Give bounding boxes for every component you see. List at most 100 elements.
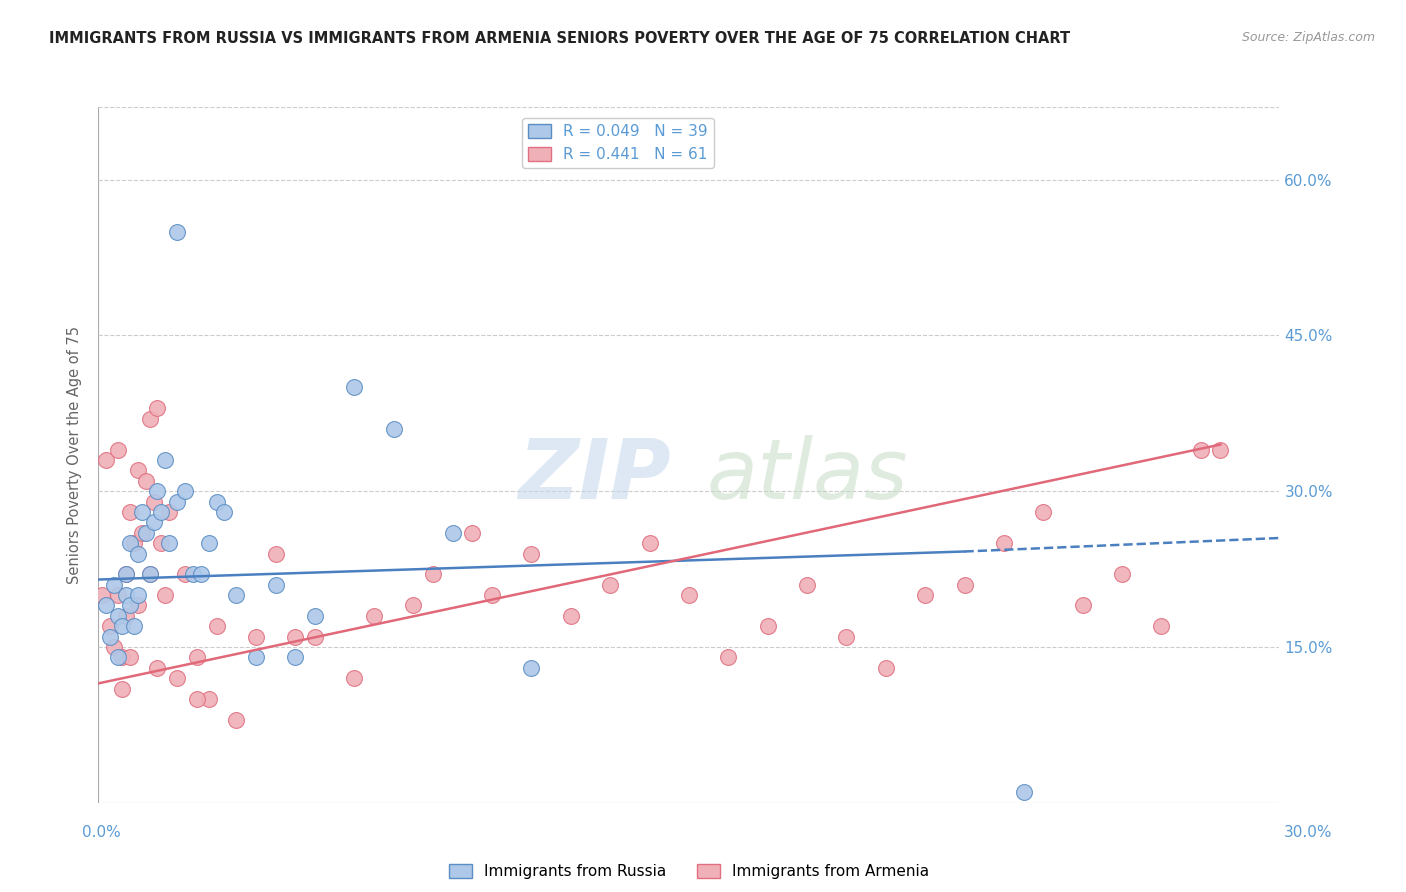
Point bbox=[131, 525, 153, 540]
Point bbox=[103, 578, 125, 592]
Point bbox=[127, 463, 149, 477]
Point bbox=[155, 453, 177, 467]
Point bbox=[197, 536, 219, 550]
Point bbox=[186, 692, 208, 706]
Point bbox=[138, 411, 160, 425]
Point bbox=[796, 578, 818, 592]
Point bbox=[131, 505, 153, 519]
Point bbox=[107, 442, 129, 457]
Point bbox=[174, 567, 197, 582]
Point bbox=[107, 650, 129, 665]
Point bbox=[520, 547, 543, 561]
Point bbox=[284, 650, 307, 665]
Point bbox=[142, 494, 165, 508]
Point bbox=[1111, 567, 1133, 582]
Point bbox=[1209, 442, 1232, 457]
Text: 30.0%: 30.0% bbox=[1284, 825, 1331, 839]
Point bbox=[174, 484, 197, 499]
Point bbox=[96, 599, 118, 613]
Point bbox=[197, 692, 219, 706]
Point bbox=[138, 567, 160, 582]
Point bbox=[343, 380, 366, 394]
Point bbox=[1071, 599, 1094, 613]
Point bbox=[205, 494, 228, 508]
Legend: R = 0.049   N = 39, R = 0.441   N = 61: R = 0.049 N = 39, R = 0.441 N = 61 bbox=[522, 118, 714, 169]
Point bbox=[875, 661, 897, 675]
Point bbox=[599, 578, 621, 592]
Point bbox=[245, 630, 267, 644]
Text: ZIP: ZIP bbox=[519, 435, 671, 516]
Point bbox=[756, 619, 779, 633]
Point bbox=[225, 588, 247, 602]
Point bbox=[264, 547, 287, 561]
Point bbox=[150, 505, 173, 519]
Point bbox=[111, 619, 134, 633]
Point bbox=[135, 474, 157, 488]
Point bbox=[157, 536, 180, 550]
Point bbox=[1150, 619, 1173, 633]
Y-axis label: Seniors Poverty Over the Age of 75: Seniors Poverty Over the Age of 75 bbox=[67, 326, 83, 584]
Point bbox=[1189, 442, 1212, 457]
Point bbox=[835, 630, 858, 644]
Point bbox=[520, 661, 543, 675]
Point bbox=[146, 401, 169, 416]
Point bbox=[98, 630, 121, 644]
Point bbox=[111, 681, 134, 696]
Point bbox=[115, 567, 138, 582]
Point bbox=[678, 588, 700, 602]
Point bbox=[205, 619, 228, 633]
Point bbox=[284, 630, 307, 644]
Point bbox=[914, 588, 936, 602]
Point bbox=[717, 650, 740, 665]
Point bbox=[181, 567, 204, 582]
Point bbox=[481, 588, 503, 602]
Point bbox=[304, 608, 326, 623]
Point bbox=[150, 536, 173, 550]
Point bbox=[146, 484, 169, 499]
Point bbox=[115, 567, 138, 582]
Point bbox=[1012, 785, 1035, 799]
Point bbox=[115, 608, 138, 623]
Point bbox=[96, 453, 118, 467]
Point bbox=[422, 567, 444, 582]
Point bbox=[118, 505, 141, 519]
Point bbox=[122, 536, 145, 550]
Point bbox=[225, 713, 247, 727]
Point bbox=[91, 588, 114, 602]
Point bbox=[122, 619, 145, 633]
Point bbox=[166, 671, 188, 685]
Point bbox=[402, 599, 425, 613]
Point bbox=[382, 422, 405, 436]
Point bbox=[1032, 505, 1054, 519]
Point bbox=[953, 578, 976, 592]
Point bbox=[103, 640, 125, 654]
Point bbox=[560, 608, 582, 623]
Point bbox=[118, 650, 141, 665]
Text: Source: ZipAtlas.com: Source: ZipAtlas.com bbox=[1241, 31, 1375, 45]
Point bbox=[115, 588, 138, 602]
Point bbox=[107, 588, 129, 602]
Point bbox=[157, 505, 180, 519]
Point bbox=[107, 608, 129, 623]
Point bbox=[166, 225, 188, 239]
Point bbox=[304, 630, 326, 644]
Point bbox=[155, 588, 177, 602]
Point bbox=[363, 608, 385, 623]
Point bbox=[245, 650, 267, 665]
Point bbox=[186, 650, 208, 665]
Point bbox=[127, 547, 149, 561]
Point bbox=[142, 516, 165, 530]
Point bbox=[343, 671, 366, 685]
Point bbox=[98, 619, 121, 633]
Point bbox=[264, 578, 287, 592]
Point bbox=[461, 525, 484, 540]
Text: 0.0%: 0.0% bbox=[82, 825, 121, 839]
Text: atlas: atlas bbox=[706, 435, 908, 516]
Point bbox=[166, 494, 188, 508]
Point bbox=[638, 536, 661, 550]
Point bbox=[118, 599, 141, 613]
Point bbox=[190, 567, 212, 582]
Point bbox=[138, 567, 160, 582]
Point bbox=[127, 599, 149, 613]
Point bbox=[118, 536, 141, 550]
